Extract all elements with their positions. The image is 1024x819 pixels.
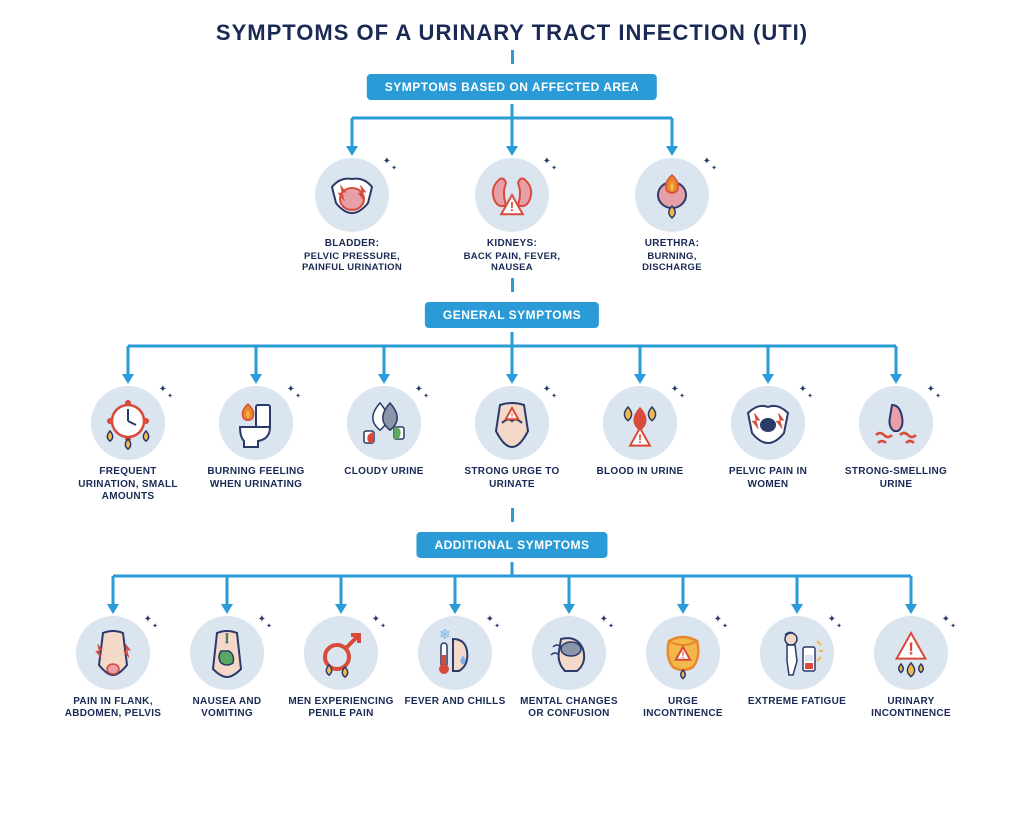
item-desc: BURNING, DISCHARGE <box>617 251 727 275</box>
head-confuse-icon: ✦✦ <box>532 616 606 690</box>
page-title: SYMPTOMS OF A URINARY TRACT INFECTION (U… <box>0 0 1024 46</box>
item-title: URINARY INCONTINENCE <box>856 696 966 721</box>
item-label: BLADDER:PELVIC PRESSURE, PAINFUL URINATI… <box>297 238 407 274</box>
svg-text:❄: ❄ <box>439 626 451 642</box>
item-title: PELVIC PAIN IN WOMEN <box>713 466 823 491</box>
urethra-fire-icon: ✦✦ <box>635 158 709 232</box>
item-blood-drops: !✦✦ BLOOD IN URINE <box>576 386 704 504</box>
item-label: FEVER AND CHILLS <box>404 696 505 709</box>
item-nose-waves: ✦✦ STRONG-SMELLING URINE <box>832 386 960 504</box>
item-clock-drops: ✦✦ FREQUENT URINATION, SMALL AMOUNTS <box>64 386 192 504</box>
section-link-line <box>511 508 514 522</box>
item-male-pain: ✦✦ MEN EXPERIENCING PENILE PAIN <box>284 616 398 721</box>
section-header-0: SYMPTOMS BASED ON AFFECTED AREA <box>367 74 657 100</box>
svg-text:!: ! <box>908 638 914 658</box>
item-label: MENTAL CHANGES OR CONFUSION <box>514 696 624 721</box>
svg-text:!: ! <box>511 411 514 420</box>
item-label: URETHRA:BURNING, DISCHARGE <box>617 238 727 274</box>
item-title: MENTAL CHANGES OR CONFUSION <box>514 696 624 721</box>
item-title: EXTREME FATIGUE <box>748 696 846 709</box>
section-1: GENERAL SYMPTOMS ✦✦ FREQUENT URINATION, SM… <box>0 278 1024 504</box>
item-label: URINARY INCONTINENCE <box>856 696 966 721</box>
item-title: BLADDER: <box>297 238 407 251</box>
blood-drops-icon: !✦✦ <box>603 386 677 460</box>
kidneys-warn-icon: !✦✦ <box>475 158 549 232</box>
svg-text:!: ! <box>510 199 514 214</box>
item-title: FEVER AND CHILLS <box>404 696 505 709</box>
item-title: KIDNEYS: <box>457 238 567 251</box>
svg-text:!: ! <box>225 630 230 646</box>
item-title: CLOUDY URINE <box>344 466 424 479</box>
item-title: NAUSEA AND VOMITING <box>172 696 282 721</box>
item-label: MEN EXPERIENCING PENILE PAIN <box>286 696 396 721</box>
item-cloudy-thumbs: ✦✦ CLOUDY URINE <box>320 386 448 504</box>
item-label: STRONG URGE TO URINATE <box>457 466 567 491</box>
item-title: FREQUENT URINATION, SMALL AMOUNTS <box>73 466 183 504</box>
item-bladder-pelvis: ✦✦ BLADDER:PELVIC PRESSURE, PAINFUL URINA… <box>272 158 432 274</box>
item-title: URETHRA: <box>617 238 727 251</box>
row-1: ✦✦ FREQUENT URINATION, SMALL AMOUNTS ✦✦ BUR… <box>0 386 1024 504</box>
item-head-confuse: ✦✦ MENTAL CHANGES OR CONFUSION <box>512 616 626 721</box>
item-title: URGE INCONTINENCE <box>628 696 738 721</box>
item-label: PAIN IN FLANK, ABDOMEN, PELVIS <box>58 696 168 721</box>
bladder-pelvis-icon: ✦✦ <box>315 158 389 232</box>
section-header-2: ADDITIONAL SYMPTOMS <box>416 532 607 558</box>
urge-hands-icon: !✦✦ <box>475 386 549 460</box>
fever-chills-icon: ❄✦✦ <box>418 616 492 690</box>
item-torso-nausea: !✦✦ NAUSEA AND VOMITING <box>170 616 284 721</box>
torso-flank-icon: ✦✦ <box>76 616 150 690</box>
section-link-line <box>511 278 514 292</box>
item-kidneys-warn: !✦✦ KIDNEYS:BACK PAIN, FEVER, NAUSEA <box>432 158 592 274</box>
item-pelvis-bolt: ✦✦ PELVIC PAIN IN WOMEN <box>704 386 832 504</box>
item-label: KIDNEYS:BACK PAIN, FEVER, NAUSEA <box>457 238 567 274</box>
urinary-incont-icon: !✦✦ <box>874 616 948 690</box>
item-title: STRONG URGE TO URINATE <box>457 466 567 491</box>
item-title: MEN EXPERIENCING PENILE PAIN <box>286 696 396 721</box>
item-title: BURNING FEELING WHEN URINATING <box>201 466 311 491</box>
item-urge-hands: !✦✦ STRONG URGE TO URINATE <box>448 386 576 504</box>
section-0: SYMPTOMS BASED ON AFFECTED AREA ✦✦ BLADDER… <box>0 50 1024 274</box>
item-label: URGE INCONTINENCE <box>628 696 738 721</box>
item-desc: PELVIC PRESSURE, PAINFUL URINATION <box>297 251 407 275</box>
section-header-1: GENERAL SYMPTOMS <box>425 302 599 328</box>
svg-text:!: ! <box>638 432 642 446</box>
svg-text:!: ! <box>682 650 685 660</box>
item-label: BLOOD IN URINE <box>597 466 684 479</box>
item-title: BLOOD IN URINE <box>597 466 684 479</box>
item-torso-flank: ✦✦ PAIN IN FLANK, ABDOMEN, PELVIS <box>56 616 170 721</box>
item-urge-incont: !✦✦ URGE INCONTINENCE <box>626 616 740 721</box>
item-label: BURNING FEELING WHEN URINATING <box>201 466 311 491</box>
item-label: NAUSEA AND VOMITING <box>172 696 282 721</box>
nose-waves-icon: ✦✦ <box>859 386 933 460</box>
item-title: PAIN IN FLANK, ABDOMEN, PELVIS <box>58 696 168 721</box>
fatigue-icon: ✦✦ <box>760 616 834 690</box>
section-2: ADDITIONAL SYMPTOMS ✦✦ PAIN IN FLANK, ABDO… <box>0 508 1024 721</box>
item-title: STRONG-SMELLING URINE <box>841 466 951 491</box>
torso-nausea-icon: !✦✦ <box>190 616 264 690</box>
item-label: FREQUENT URINATION, SMALL AMOUNTS <box>73 466 183 504</box>
item-urethra-fire: ✦✦ URETHRA:BURNING, DISCHARGE <box>592 158 752 274</box>
item-fatigue: ✦✦ EXTREME FATIGUE <box>740 616 854 721</box>
cloudy-thumbs-icon: ✦✦ <box>347 386 421 460</box>
item-label: STRONG-SMELLING URINE <box>841 466 951 491</box>
item-label: CLOUDY URINE <box>344 466 424 479</box>
row-2: ✦✦PAIN IN FLANK, ABDOMEN, PELVIS!✦✦NAUSE… <box>0 616 1024 721</box>
row-0: ✦✦ BLADDER:PELVIC PRESSURE, PAINFUL URINA… <box>0 158 1024 274</box>
item-toilet-fire: ✦✦ BURNING FEELING WHEN URINATING <box>192 386 320 504</box>
item-urinary-incont: !✦✦ URINARY INCONTINENCE <box>854 616 968 721</box>
section-link-line <box>511 50 514 64</box>
urge-incont-icon: !✦✦ <box>646 616 720 690</box>
male-pain-icon: ✦✦ <box>304 616 378 690</box>
toilet-fire-icon: ✦✦ <box>219 386 293 460</box>
item-fever-chills: ❄✦✦ FEVER AND CHILLS <box>398 616 512 721</box>
pelvis-bolt-icon: ✦✦ <box>731 386 805 460</box>
item-label: EXTREME FATIGUE <box>748 696 846 709</box>
item-label: PELVIC PAIN IN WOMEN <box>713 466 823 491</box>
clock-drops-icon: ✦✦ <box>91 386 165 460</box>
item-desc: BACK PAIN, FEVER, NAUSEA <box>457 251 567 275</box>
